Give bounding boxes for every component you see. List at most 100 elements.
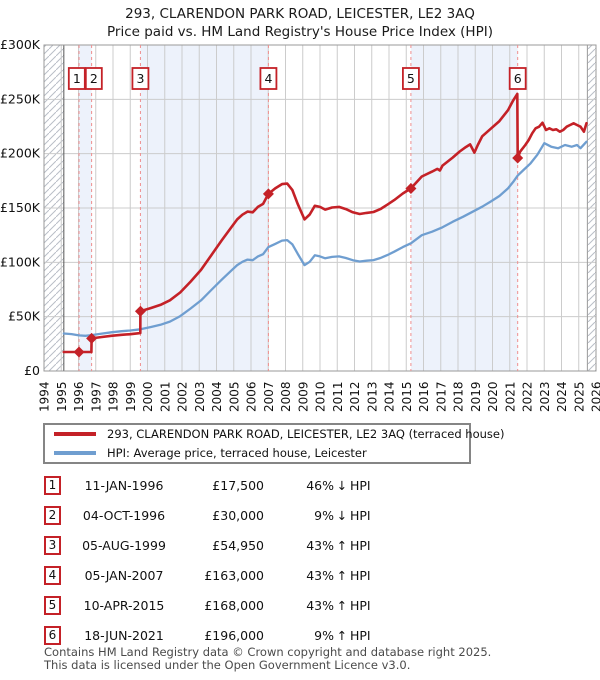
sale-price: £196,000 bbox=[204, 627, 264, 643]
sale-marker-number-3: 3 bbox=[136, 71, 144, 86]
sale-marker-4 bbox=[262, 188, 274, 200]
x-tick-label-1998: 1998 bbox=[107, 381, 121, 412]
sale-marker-box-3 bbox=[131, 67, 150, 90]
sale-price: £17,500 bbox=[212, 477, 264, 493]
x-tick-label-2012: 2012 bbox=[348, 381, 362, 412]
sale-marker-box-4 bbox=[259, 67, 278, 90]
legend-label-hpi: HPI: Average price, terraced house, Leic… bbox=[107, 446, 367, 460]
plot-border bbox=[43, 44, 597, 372]
x-tick-label-2009: 2009 bbox=[296, 381, 310, 412]
sale-number-badge: 6 bbox=[44, 625, 61, 645]
x-tick-label-2020: 2020 bbox=[486, 381, 500, 412]
x-tick-label-2021: 2021 bbox=[503, 381, 517, 412]
page-title: 293, CLARENDON PARK ROAD, LEICESTER, LE2… bbox=[125, 6, 475, 22]
x-tick-label-2010: 2010 bbox=[314, 381, 328, 412]
x-tick-label-2019: 2019 bbox=[469, 381, 483, 412]
sale-marker-box-1 bbox=[67, 67, 86, 90]
x-tick-label-2024: 2024 bbox=[555, 381, 569, 412]
x-tick-label-2026: 2026 bbox=[590, 381, 600, 412]
sale-hpi-percent: 43% bbox=[306, 537, 334, 553]
y-tick-label-0: £0 bbox=[24, 363, 40, 378]
chart-legend: 293, CLARENDON PARK ROAD, LEICESTER, LE2… bbox=[43, 423, 504, 464]
legend-entry-hpi: HPI: Average price, terraced house, Leic… bbox=[54, 446, 469, 461]
x-tick-label-1994: 1994 bbox=[38, 381, 52, 412]
sale-marker-5 bbox=[405, 182, 417, 194]
sale-hpi-ref: HPI bbox=[350, 567, 371, 583]
sale-marker-box-5 bbox=[402, 67, 420, 90]
sale-number-badge: 5 bbox=[44, 595, 61, 615]
hpi-series-swatch bbox=[54, 451, 96, 455]
license-line-2: This data is licensed under the Open Gov… bbox=[44, 658, 411, 672]
license-line-1: Contains HM Land Registry data © Crown c… bbox=[44, 645, 492, 659]
y-tick-label-100: £100K bbox=[0, 254, 41, 269]
sale-row-5: 5 10-APR-2015 £168,000 43% ↑ HPI bbox=[44, 590, 484, 620]
arrow-up-icon: ↑ bbox=[336, 567, 348, 583]
sale-marker-3 bbox=[134, 305, 146, 317]
sale-hpi-percent: 9% bbox=[314, 507, 334, 523]
sale-marker-number-4: 4 bbox=[264, 71, 272, 86]
x-tick-label-2008: 2008 bbox=[279, 381, 293, 412]
arrow-down-icon: ↓ bbox=[336, 477, 348, 493]
x-tick-label-2015: 2015 bbox=[400, 381, 414, 412]
legend-label-property: 293, CLARENDON PARK ROAD, LEICESTER, LE2… bbox=[107, 427, 505, 441]
sale-marker-number-6: 6 bbox=[514, 71, 522, 86]
sale-row-1: 1 11-JAN-1996 £17,500 46% ↓ HPI bbox=[44, 470, 484, 500]
arrow-up-icon: ↑ bbox=[336, 627, 348, 643]
sale-date: 11-JAN-1996 bbox=[84, 477, 164, 493]
sale-number-badge: 4 bbox=[44, 565, 61, 585]
y-tick-label-250: £250K bbox=[0, 91, 41, 106]
sale-hpi-ref: HPI bbox=[350, 507, 371, 523]
arrow-up-icon: ↑ bbox=[336, 597, 348, 613]
x-tick-label-2013: 2013 bbox=[365, 381, 379, 412]
series-line-property bbox=[62, 92, 588, 354]
sale-marker-number-1: 1 bbox=[73, 71, 81, 86]
x-tick-label-2000: 2000 bbox=[141, 381, 155, 412]
series-line-hpi bbox=[62, 140, 588, 337]
property-series-swatch bbox=[54, 432, 96, 436]
sale-hpi-percent: 9% bbox=[314, 627, 334, 643]
x-tick-label-2004: 2004 bbox=[210, 381, 224, 412]
page-subtitle: Price paid vs. HM Land Registry's House … bbox=[107, 24, 493, 40]
x-tick-label-2003: 2003 bbox=[193, 381, 207, 412]
sale-marker-2 bbox=[86, 332, 98, 344]
y-tick-label-200: £200K bbox=[0, 146, 41, 161]
sale-row-2: 2 04-OCT-1996 £30,000 9% ↓ HPI bbox=[44, 500, 484, 530]
sale-row-6: 6 18-JUN-2021 £196,000 9% ↑ HPI bbox=[44, 620, 484, 650]
sale-price: £163,000 bbox=[204, 567, 264, 583]
x-tick-label-2006: 2006 bbox=[245, 381, 259, 412]
sale-marker-box-2 bbox=[84, 67, 103, 90]
legend-entry-property: 293, CLARENDON PARK ROAD, LEICESTER, LE2… bbox=[54, 427, 504, 442]
chart-header: 293, CLARENDON PARK ROAD, LEICESTER, LE2… bbox=[0, 5, 600, 41]
sale-marker-box-6 bbox=[508, 67, 527, 90]
sale-marker-number-5: 5 bbox=[407, 71, 415, 86]
sale-hpi-ref: HPI bbox=[350, 627, 371, 643]
x-tick-label-1997: 1997 bbox=[89, 381, 103, 412]
x-tick-label-2016: 2016 bbox=[417, 381, 431, 412]
sale-price: £30,000 bbox=[212, 507, 264, 523]
sale-date: 18-JUN-2021 bbox=[84, 627, 164, 643]
x-tick-label-1999: 1999 bbox=[124, 381, 138, 412]
x-tick-label-2022: 2022 bbox=[521, 381, 535, 412]
y-tick-label-150: £150K bbox=[0, 200, 41, 215]
x-tick-label-2014: 2014 bbox=[383, 381, 397, 412]
sale-price: £168,000 bbox=[204, 597, 264, 613]
sale-row-4: 4 05-JAN-2007 £163,000 43% ↑ HPI bbox=[44, 560, 484, 590]
sale-marker-1 bbox=[73, 346, 85, 358]
arrow-up-icon: ↑ bbox=[336, 537, 348, 553]
sale-hpi-percent: 46% bbox=[306, 477, 334, 493]
x-tick-label-2005: 2005 bbox=[227, 381, 241, 412]
x-tick-label-2017: 2017 bbox=[434, 381, 448, 412]
y-tick-label-300: £300K bbox=[0, 37, 41, 52]
x-tick-label-2025: 2025 bbox=[572, 381, 586, 412]
x-tick-label-2023: 2023 bbox=[538, 381, 552, 412]
sale-row-3: 3 05-AUG-1999 £54,950 43% ↑ HPI bbox=[44, 530, 484, 560]
price-history-chart: 1 2 3 4 5 6 £0 £50K £100K £150K £200K £250K £300K 199… bbox=[0, 37, 600, 412]
sale-date: 05-JAN-2007 bbox=[84, 567, 164, 583]
y-tick-label-50: £50K bbox=[8, 309, 41, 324]
license-note: Contains HM Land Registry data © Crown c… bbox=[44, 646, 491, 672]
x-tick-label-2002: 2002 bbox=[176, 381, 190, 412]
sale-number-badge: 1 bbox=[44, 475, 61, 495]
sale-hpi-ref: HPI bbox=[350, 477, 371, 493]
sale-price: £54,950 bbox=[212, 537, 264, 553]
